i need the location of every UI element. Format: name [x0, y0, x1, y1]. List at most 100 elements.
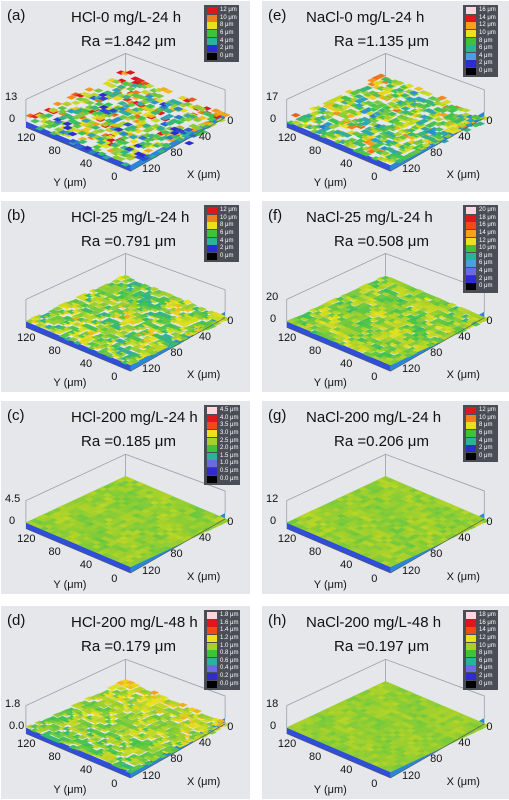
- legend-label: 8 μm: [479, 252, 493, 259]
- panel-title: NaCl-0 mg/L-24 h: [306, 9, 425, 26]
- color-legend: 4.5 μm 4.0 μm 3.5 μm 3.0 μm 2.5 μm 2.0 μm 1.5 …: [204, 405, 241, 485]
- legend-entry: 4 μm: [466, 437, 496, 445]
- legend-entry: 2 μm: [466, 275, 496, 283]
- legend-swatch: [466, 612, 476, 620]
- legend-entry: 20 μm: [466, 207, 496, 215]
- legend-swatch: [466, 37, 476, 45]
- legend-label: 0.6 μm: [220, 657, 239, 664]
- surface-plot: [286, 658, 490, 779]
- panel-g: (g) NaCl-200 mg/L-24 h Ra =0.206 μm 12 μm 10…: [262, 401, 509, 594]
- x-axis-label: X (μm): [187, 570, 221, 583]
- legend-entry: 4.5 μm: [207, 407, 238, 415]
- legend-entry: 1.0 μm: [207, 642, 238, 650]
- roughness-value: Ra =0.206 μm: [334, 433, 429, 450]
- legend-entry: 12 μm: [207, 207, 237, 215]
- y-axis-label: Y (μm): [53, 377, 87, 390]
- legend-entry: 2 μm: [466, 673, 496, 681]
- color-legend: 16 μm 14 μm 12 μm 10 μm 8 μm 6 μm 4 μm 2 μm 0 μm: [463, 5, 498, 78]
- legend-label: 0.8 μm: [220, 650, 239, 657]
- y-axis-label: Y (μm): [313, 783, 347, 796]
- surface-plot: [25, 53, 231, 172]
- legend-label: 4.5 μm: [220, 407, 239, 414]
- legend-entry: 0.5 μm: [207, 468, 238, 476]
- surface-plot: [286, 253, 490, 372]
- legend-swatch: [207, 612, 217, 620]
- panel-h: (h) NaCl-200 mg/L-48 h Ra =0.197 μm 18 μm 16…: [262, 606, 509, 799]
- legend-label: 20 μm: [479, 207, 496, 214]
- legend-swatch: [207, 222, 217, 230]
- legend-swatch: [207, 650, 217, 658]
- y-tick-label: 120: [17, 131, 36, 144]
- legend-label: 3.5 μm: [220, 422, 239, 429]
- legend-swatch: [466, 673, 476, 681]
- legend-label: 10 μm: [479, 245, 496, 252]
- legend-label: 2.5 μm: [220, 437, 239, 444]
- legend-swatch: [207, 37, 217, 45]
- legend-entry: 12 μm: [466, 635, 496, 643]
- legend-label: 6 μm: [479, 657, 493, 664]
- legend-swatch: [207, 245, 217, 253]
- panel-title: NaCl-200 mg/L-24 h: [306, 409, 442, 426]
- legend-entry: 10 μm: [466, 245, 496, 253]
- legend-swatch: [466, 214, 476, 222]
- y-tick-label: 40: [79, 157, 93, 170]
- legend-swatch: [466, 52, 476, 60]
- legend-swatch: [466, 275, 476, 283]
- legend-swatch: [207, 642, 217, 650]
- legend-swatch: [207, 468, 217, 476]
- surface-mesh: [286, 275, 490, 366]
- x-tick-label: 0: [486, 114, 493, 127]
- legend-label: 1.0 μm: [220, 642, 239, 649]
- y-tick-label: 120: [277, 331, 297, 344]
- legend-swatch: [466, 445, 476, 453]
- legend-label: 14 μm: [479, 14, 496, 21]
- legend-entry: 2 μm: [466, 60, 496, 68]
- legend-label: 8 μm: [479, 37, 493, 44]
- y-tick-label: 0: [111, 371, 118, 384]
- legend-label: 10 μm: [479, 414, 496, 421]
- legend-entry: 8 μm: [207, 222, 237, 230]
- z-tick-zero: 0: [270, 719, 277, 732]
- y-tick-label: 80: [309, 144, 322, 157]
- x-tick-label: 120: [401, 162, 421, 175]
- legend-entry: 10 μm: [466, 414, 496, 423]
- legend-label: 0.2 μm: [220, 673, 239, 680]
- y-tick-label: 120: [17, 737, 36, 750]
- legend-label: 18 μm: [479, 612, 496, 619]
- legend-entry: 0.4 μm: [207, 665, 238, 673]
- panel-letter: (g): [268, 407, 287, 424]
- legend-swatch: [207, 627, 217, 635]
- legend-entry: 0.2 μm: [207, 673, 238, 681]
- x-tick-label: 120: [142, 769, 161, 782]
- legend-entry: 1.6 μm: [207, 619, 238, 628]
- x-tick-label: 120: [142, 162, 161, 175]
- surface-side-front-left: [25, 522, 131, 573]
- legend-entry: 0 μm: [207, 252, 237, 261]
- legend-label: 18 μm: [479, 214, 496, 221]
- legend-label: 14 μm: [479, 230, 496, 237]
- legend-swatch: [466, 665, 476, 673]
- x-axis-label: X (μm): [446, 369, 480, 382]
- x-tick-label: 80: [430, 146, 443, 159]
- surface-plot: [25, 453, 231, 574]
- z-tick-zero: 0.0: [9, 719, 25, 732]
- legend-label: 2 μm: [479, 445, 493, 452]
- z-tick-zero: 0: [270, 514, 277, 527]
- legend-entry: 8 μm: [466, 650, 496, 658]
- x-axis-line: [130, 117, 226, 172]
- x-tick-label: 0: [227, 516, 234, 529]
- legend-label: 0.0 μm: [220, 475, 239, 482]
- surface-side-front-right: [130, 717, 226, 778]
- x-axis-label: X (μm): [446, 570, 480, 583]
- legend-label: 16 μm: [479, 619, 496, 626]
- x-axis-label: X (μm): [446, 169, 480, 182]
- x-tick-label: 0: [227, 314, 234, 327]
- surface-mesh: [25, 475, 231, 568]
- legend-swatch: [466, 430, 476, 438]
- legend-swatch: [466, 268, 476, 276]
- surface-mesh: [286, 681, 490, 773]
- legend-swatch: [466, 237, 476, 245]
- x-tick-label: 80: [430, 548, 443, 561]
- legend-swatch: [207, 475, 217, 483]
- panel-letter: (e): [268, 7, 287, 24]
